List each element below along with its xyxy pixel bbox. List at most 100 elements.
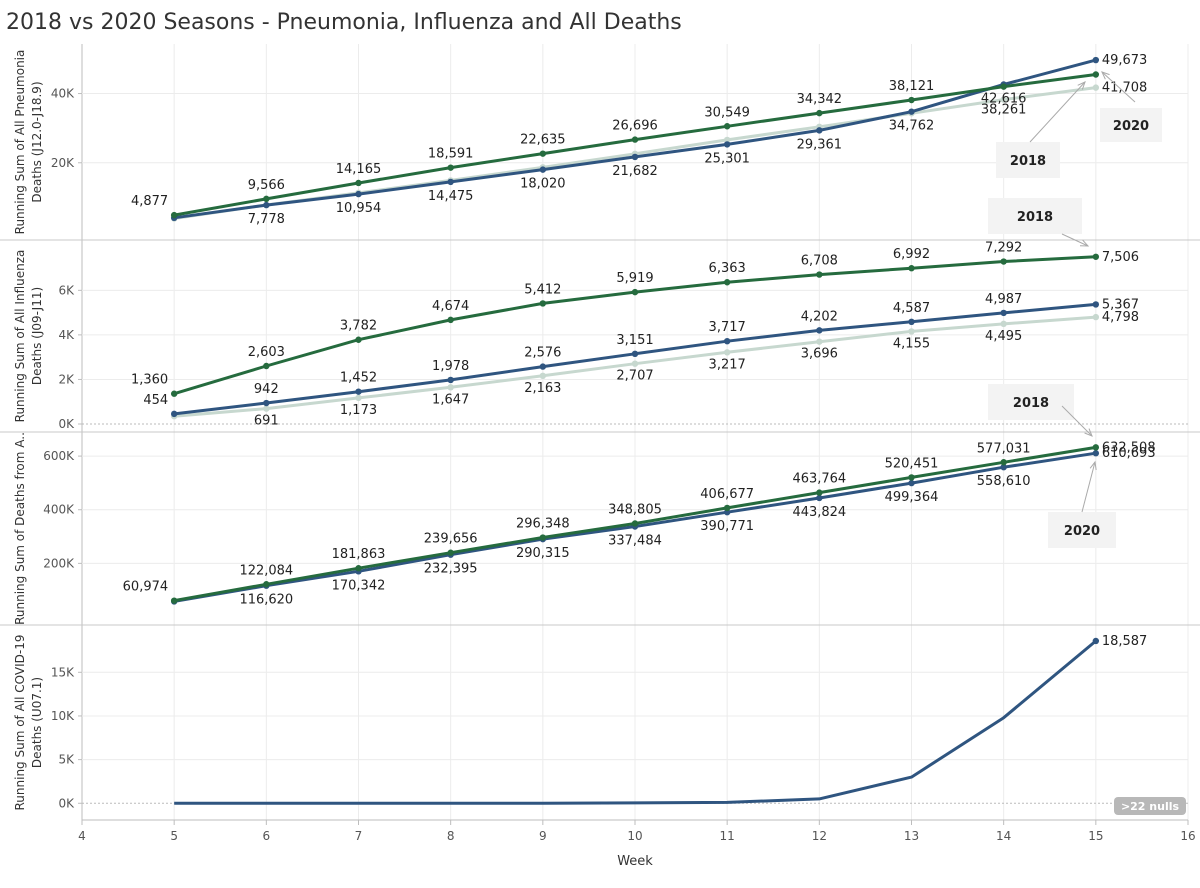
- data-point-y2018[interactable]: [170, 597, 178, 604]
- x-tick-label: 11: [720, 829, 735, 843]
- data-point-y2018[interactable]: [170, 211, 178, 219]
- data-point-y2018[interactable]: [539, 150, 547, 157]
- data-point-y2018[interactable]: [723, 123, 731, 130]
- data-label: 25,301: [704, 151, 750, 166]
- data-point-y2018[interactable]: [263, 362, 270, 370]
- annotation-label: 2020: [1113, 119, 1149, 134]
- data-point-y2018[interactable]: [170, 390, 178, 397]
- data-point-y2018[interactable]: [908, 474, 915, 481]
- data-point-y2018[interactable]: [1092, 444, 1100, 451]
- data-point-light[interactable]: [1000, 96, 1007, 103]
- data-label: 691: [254, 414, 279, 429]
- data-point-y2020[interactable]: [816, 327, 823, 334]
- data-point-y2018[interactable]: [816, 271, 823, 278]
- data-point-y2020[interactable]: [539, 166, 547, 173]
- data-label: 4,798: [1102, 310, 1139, 325]
- data-point-y2020[interactable]: [908, 318, 915, 326]
- data-point-y2018[interactable]: [355, 565, 362, 572]
- data-point-y2018[interactable]: [447, 549, 454, 556]
- data-point-y2018[interactable]: [1092, 71, 1100, 78]
- data-point-light[interactable]: [908, 328, 915, 335]
- data-label: 26,696: [612, 119, 658, 134]
- data-label: 610,693: [1102, 446, 1156, 461]
- data-point-y2020[interactable]: [1092, 450, 1100, 457]
- data-point-y2018[interactable]: [1000, 83, 1007, 90]
- data-point-light[interactable]: [1092, 313, 1100, 321]
- data-point-y2018[interactable]: [1000, 459, 1007, 466]
- data-point-light[interactable]: [355, 394, 362, 402]
- data-label: 4,877: [131, 194, 168, 209]
- data-point-y2018[interactable]: [631, 520, 639, 527]
- data-point-y2018[interactable]: [355, 179, 362, 187]
- data-point-y2020[interactable]: [263, 201, 270, 209]
- data-point-y2018[interactable]: [631, 136, 639, 143]
- annotation-label: 2018: [1017, 210, 1053, 225]
- data-point-light[interactable]: [723, 349, 731, 356]
- data-point-y2020[interactable]: [1000, 309, 1007, 317]
- data-point-y2018[interactable]: [263, 581, 270, 588]
- data-point-y2020[interactable]: [263, 399, 270, 407]
- data-point-light[interactable]: [539, 372, 547, 380]
- data-point-y2018[interactable]: [263, 195, 270, 203]
- data-label: 21,682: [612, 164, 658, 179]
- annotation-box: [988, 198, 1082, 234]
- data-point-y2018[interactable]: [816, 109, 823, 117]
- data-point-y2020[interactable]: [816, 127, 823, 134]
- data-point-y2018[interactable]: [539, 534, 547, 541]
- series-line-y2020: [174, 639, 1097, 805]
- data-label: 41,708: [1102, 81, 1148, 96]
- data-point-y2020[interactable]: [355, 190, 362, 198]
- data-point-y2020[interactable]: [1092, 637, 1100, 645]
- data-point-y2020[interactable]: [447, 178, 454, 186]
- data-point-y2020[interactable]: [1000, 463, 1007, 471]
- data-point-y2018[interactable]: [539, 300, 547, 307]
- data-point-y2018[interactable]: [723, 279, 731, 286]
- data-point-light[interactable]: [1092, 84, 1100, 91]
- data-point-y2018[interactable]: [631, 288, 639, 296]
- data-point-y2018[interactable]: [816, 489, 823, 496]
- data-point-y2018[interactable]: [908, 96, 915, 104]
- data-point-y2020[interactable]: [908, 479, 915, 487]
- data-point-y2018[interactable]: [355, 336, 362, 343]
- data-label: 4,587: [893, 301, 930, 316]
- data-point-y2018[interactable]: [723, 504, 731, 512]
- x-tick-label: 10: [627, 829, 642, 843]
- data-label: 3,696: [801, 347, 838, 362]
- annotation-arrowhead: [1089, 460, 1097, 470]
- data-point-y2020[interactable]: [908, 108, 915, 115]
- data-point-light[interactable]: [816, 338, 823, 345]
- data-label: 10,954: [336, 201, 382, 216]
- data-point-y2020[interactable]: [816, 494, 823, 502]
- data-point-y2020[interactable]: [447, 376, 454, 384]
- data-point-y2018[interactable]: [1092, 253, 1100, 260]
- data-point-light[interactable]: [1000, 320, 1007, 328]
- data-point-y2020[interactable]: [723, 141, 731, 148]
- annotation-arrow: [1101, 71, 1136, 103]
- data-point-light[interactable]: [723, 136, 731, 144]
- data-point-light[interactable]: [631, 360, 639, 367]
- data-point-y2018[interactable]: [1000, 258, 1007, 265]
- data-point-y2018[interactable]: [908, 265, 915, 272]
- data-label: 296,348: [516, 517, 570, 532]
- data-point-y2020[interactable]: [631, 153, 639, 161]
- data-point-y2018[interactable]: [447, 164, 454, 171]
- data-label: 3,782: [340, 319, 377, 334]
- data-point-y2020[interactable]: [1092, 301, 1100, 308]
- x-tick-label: 13: [904, 829, 919, 843]
- data-label: 6,363: [709, 261, 746, 276]
- data-point-light[interactable]: [263, 405, 270, 412]
- y-tick-label: 2K: [58, 372, 75, 386]
- data-label: 942: [254, 382, 279, 397]
- data-point-y2020[interactable]: [1092, 56, 1100, 64]
- data-point-y2020[interactable]: [631, 350, 639, 358]
- data-label: 3,717: [709, 320, 746, 335]
- data-point-light[interactable]: [447, 384, 454, 391]
- data-point-y2020[interactable]: [355, 388, 362, 395]
- nulls-badge[interactable]: [1114, 797, 1186, 815]
- data-point-y2018[interactable]: [447, 316, 454, 324]
- data-point-y2020[interactable]: [539, 363, 547, 370]
- data-point-y2020[interactable]: [170, 410, 178, 418]
- data-point-y2020[interactable]: [723, 337, 731, 345]
- data-label: 1,360: [131, 373, 168, 388]
- data-label: 390,771: [700, 519, 754, 534]
